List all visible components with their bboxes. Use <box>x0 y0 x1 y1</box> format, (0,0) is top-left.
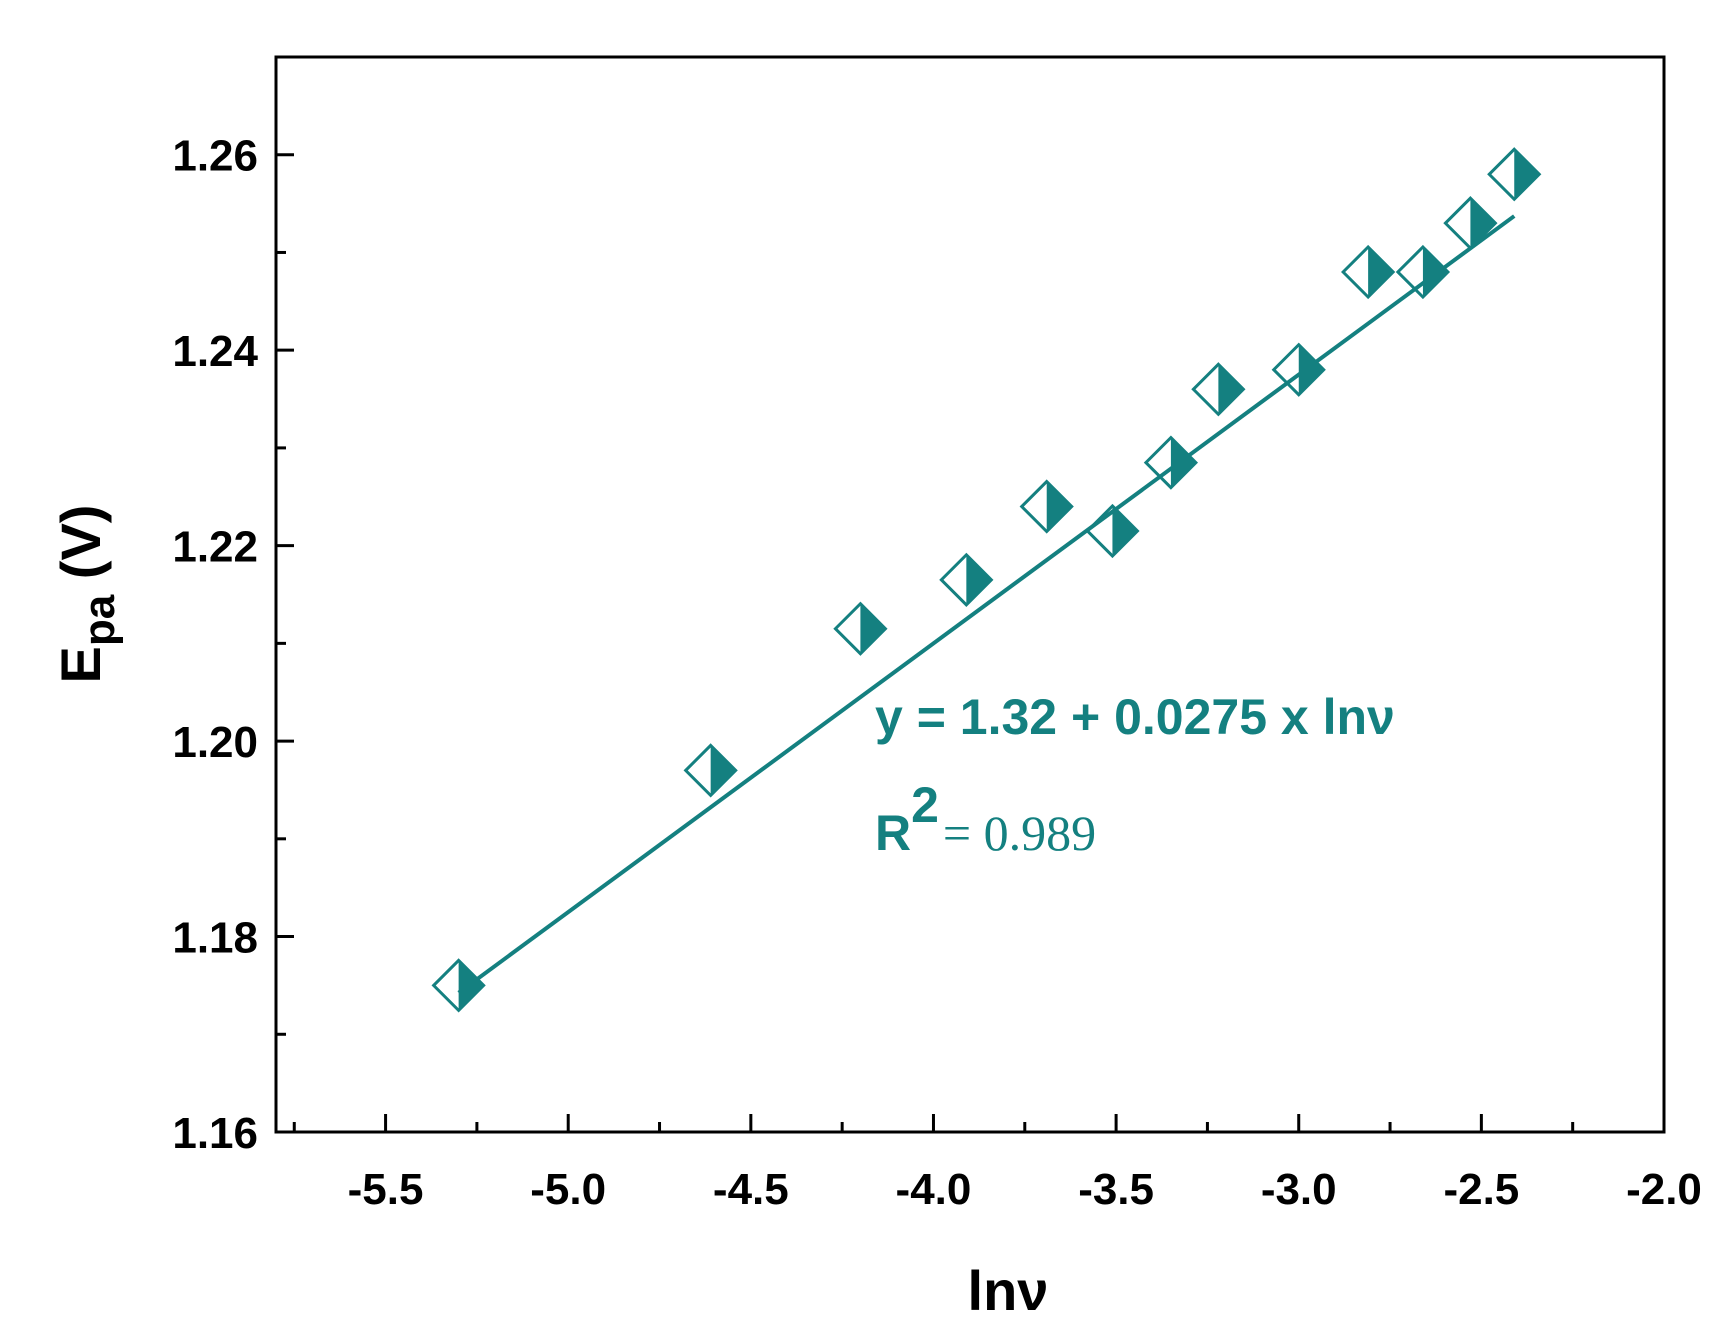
data-point-outline <box>1487 147 1542 202</box>
data-point-outline <box>1395 244 1451 300</box>
data-point-fill <box>1218 364 1244 415</box>
data-point <box>1191 362 1246 417</box>
data-point-fill <box>1368 247 1394 297</box>
y-tick-label: 1.18 <box>172 914 258 963</box>
data-point <box>1487 147 1542 202</box>
data-point-outline <box>1443 196 1498 251</box>
data-point-outline <box>431 958 486 1013</box>
y-tick-label: 1.24 <box>172 327 258 376</box>
data-point-fill <box>1298 344 1324 395</box>
data-point <box>1085 503 1140 559</box>
data-point-outline <box>1341 244 1396 300</box>
data-point-fill <box>966 554 992 605</box>
x-tick-label: -4.0 <box>896 1165 972 1214</box>
r2-value: = 0.989 <box>943 805 1096 861</box>
y-tick-label: 1.20 <box>172 718 258 767</box>
y-title-base: E <box>49 646 112 683</box>
data-points <box>431 147 1542 1013</box>
data-point-outline <box>1143 435 1199 490</box>
x-tick-label: -3.0 <box>1261 1165 1337 1214</box>
y-title-unit: (V) <box>49 505 112 595</box>
y-tick-label: 1.22 <box>172 523 258 572</box>
r2-sup: 2 <box>911 777 939 833</box>
data-point <box>1443 196 1498 251</box>
fit-line <box>457 214 1516 995</box>
data-point-outline <box>683 743 738 798</box>
data-point-fill <box>710 745 736 796</box>
data-point <box>939 552 994 607</box>
data-point-fill <box>458 960 484 1011</box>
data-point-fill <box>1514 149 1540 200</box>
data-point-fill <box>1422 247 1448 297</box>
y-title-sub: pa <box>75 594 124 646</box>
data-point <box>683 743 738 798</box>
data-point-fill <box>1170 437 1196 488</box>
plot-frame <box>274 55 1666 1134</box>
data-point-outline <box>1271 342 1326 397</box>
data-point-outline <box>833 601 888 656</box>
x-tick-label: -3.5 <box>1078 1165 1154 1214</box>
x-axis: -5.5 -5.0 -4.5 -4.0 -3.5 -3.0 -2.5 -2.0 <box>292 1114 1702 1214</box>
x-tick-label: -2.0 <box>1626 1165 1702 1214</box>
y-axis-title: Epa (V) <box>49 505 124 684</box>
data-point-fill <box>860 603 886 654</box>
y-tick-label: 1.26 <box>172 132 258 181</box>
x-tick-label: -5.5 <box>348 1165 424 1214</box>
data-point <box>1271 342 1326 397</box>
data-point <box>431 958 486 1013</box>
data-point-fill <box>1046 481 1072 532</box>
r2-letter: R <box>875 805 911 861</box>
x-axis-title: lnν <box>968 1259 1049 1320</box>
data-point <box>1019 479 1074 534</box>
y-tick-label: 1.16 <box>172 1109 258 1158</box>
data-point <box>1143 435 1199 490</box>
data-point-outline <box>1085 503 1140 559</box>
data-point-fill <box>1470 198 1496 249</box>
y-axis: 1.16 1.18 1.20 1.22 1.24 1.26 <box>172 132 294 1158</box>
equation-label: y = 1.32 + 0.0275 x lnν <box>875 689 1395 745</box>
data-point-outline <box>939 552 994 607</box>
data-point-fill <box>1112 505 1138 556</box>
data-point <box>1395 244 1451 300</box>
data-point <box>1341 244 1396 300</box>
x-tick-label: -4.5 <box>713 1165 789 1214</box>
r-squared-label: R2= 0.989 <box>875 777 1096 861</box>
data-point-outline <box>1019 479 1074 534</box>
x-tick-label: -5.0 <box>530 1165 606 1214</box>
x-tick-label: -2.5 <box>1443 1165 1519 1214</box>
data-point-outline <box>1191 362 1246 417</box>
data-point <box>833 601 888 656</box>
